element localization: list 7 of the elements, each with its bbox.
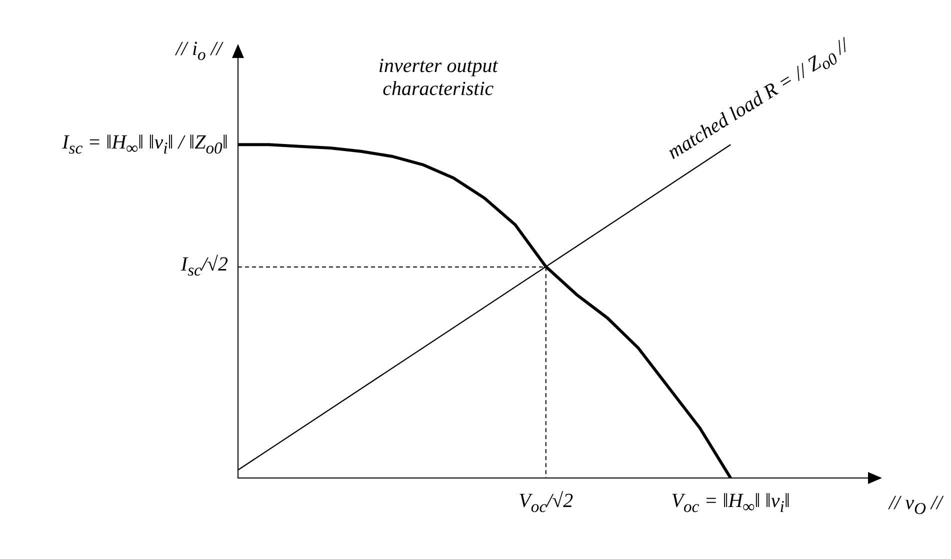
x-axis-title: // v$_{O}$ // [889, 492, 942, 519]
text: I$_{sc}$/√2 [180, 253, 228, 280]
text: inverter output characteristic [377, 55, 500, 102]
text: V$_{oc}$/√2 [518, 490, 574, 517]
text: V$_{oc}$ = ‖H$_{∞}$‖ ‖v$_{i}$‖ [671, 490, 790, 517]
text: I$_{sc}$ = ‖H$_{∞}$‖ ‖v$_{i}$‖ / ‖Z$_{o0}$‖ [62, 131, 228, 158]
y-axis-title: // i$_{o}$ // [176, 38, 222, 65]
